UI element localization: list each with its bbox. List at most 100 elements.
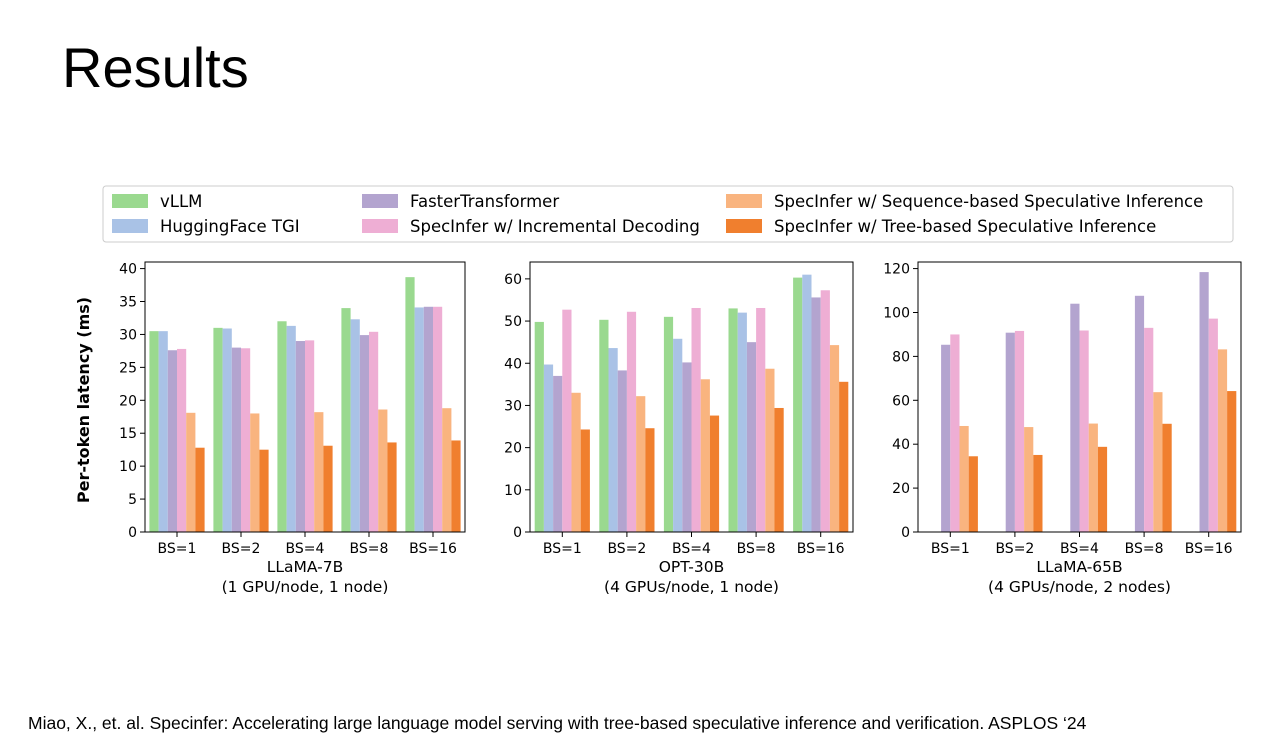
bar bbox=[277, 321, 287, 532]
x-tick-label: BS=16 bbox=[409, 541, 457, 557]
bar bbox=[1208, 318, 1218, 532]
bar bbox=[737, 312, 747, 533]
bar bbox=[149, 331, 159, 532]
x-tick-label: BS=4 bbox=[1060, 541, 1099, 557]
x-tick-label: BS=2 bbox=[222, 541, 261, 557]
bar bbox=[941, 344, 951, 532]
y-tick-label: 80 bbox=[892, 349, 910, 365]
legend-label: SpecInfer w/ Incremental Decoding bbox=[410, 217, 700, 236]
bar bbox=[305, 340, 315, 532]
chart-figure: vLLM HuggingFace TGI FasterTransformer Spec… bbox=[74, 185, 1242, 596]
bar bbox=[691, 307, 701, 532]
y-tick-label: 10 bbox=[119, 459, 137, 475]
panel-config-label: (4 GPUs/node, 1 node) bbox=[604, 578, 779, 596]
bar bbox=[442, 408, 452, 532]
legend-swatch bbox=[726, 194, 762, 208]
bar bbox=[1079, 330, 1089, 532]
bar bbox=[1005, 332, 1015, 532]
chart-panel: 0 20 40 60 80 100 120 BS=1 BS=2 BS=4 BS=8 BS=16 LLaM… bbox=[883, 261, 1242, 596]
bar bbox=[636, 396, 646, 532]
legend-label: FasterTransformer bbox=[410, 192, 559, 211]
bar bbox=[802, 274, 812, 532]
bar bbox=[1097, 446, 1108, 532]
y-tick-label: 20 bbox=[119, 393, 137, 409]
bar bbox=[1070, 303, 1080, 532]
chart-panel: 0 5 10 15 20 25 30 35 40 BS=1 BS=2 BS=4 BS=8 BS=16 LLa… bbox=[119, 261, 466, 596]
bar bbox=[543, 364, 554, 532]
legend-swatch bbox=[112, 194, 148, 208]
bar bbox=[1144, 327, 1154, 532]
slide-title: Results bbox=[62, 36, 249, 99]
y-tick-label: 100 bbox=[883, 305, 910, 321]
y-tick-label: 35 bbox=[119, 295, 137, 311]
bar bbox=[756, 307, 766, 532]
bar bbox=[241, 348, 251, 532]
x-tick-label: BS=1 bbox=[931, 541, 970, 557]
bar bbox=[839, 381, 849, 532]
bar bbox=[213, 327, 223, 532]
y-tick-label: 20 bbox=[892, 481, 910, 497]
x-tick-label: BS=16 bbox=[1185, 541, 1233, 557]
bar bbox=[534, 321, 544, 532]
x-tick-label: BS=1 bbox=[543, 541, 582, 557]
legend-swatch bbox=[726, 219, 762, 233]
bar bbox=[765, 368, 775, 532]
bar bbox=[959, 425, 969, 532]
bar bbox=[423, 306, 433, 532]
bar bbox=[195, 447, 205, 532]
legend-swatch bbox=[362, 219, 398, 233]
citation: Miao, X., et. al. Specinfer: Acceleratin… bbox=[28, 713, 1087, 733]
chart-panel: 0 10 20 30 40 50 60 BS=1 BS=2 BS=4 BS=8 BS=16 OPT-30… bbox=[504, 261, 854, 596]
x-tick-label: BS=2 bbox=[995, 541, 1034, 557]
y-tick-label: 5 bbox=[128, 492, 137, 508]
bar bbox=[774, 407, 784, 532]
bar bbox=[433, 306, 443, 532]
bar bbox=[673, 338, 683, 532]
bar bbox=[259, 449, 269, 532]
bar bbox=[968, 456, 978, 532]
bar bbox=[811, 297, 821, 532]
bar bbox=[793, 277, 803, 532]
bar bbox=[562, 309, 572, 532]
legend-swatch bbox=[362, 194, 398, 208]
bar bbox=[1024, 427, 1034, 532]
x-tick-label: BS=8 bbox=[1125, 541, 1164, 557]
bar bbox=[387, 442, 397, 532]
x-tick-label: BS=1 bbox=[158, 541, 197, 557]
bar bbox=[553, 375, 563, 532]
bar bbox=[950, 334, 960, 532]
bar bbox=[1088, 423, 1098, 532]
bar bbox=[451, 440, 461, 532]
y-tick-label: 60 bbox=[504, 272, 522, 288]
y-axis-label: Per-token latency (ms) bbox=[74, 297, 93, 503]
bar bbox=[709, 415, 720, 532]
bar bbox=[1134, 295, 1145, 532]
x-tick-label: BS=2 bbox=[607, 541, 646, 557]
x-tick-label: BS=16 bbox=[797, 541, 845, 557]
x-tick-label: BS=8 bbox=[737, 541, 776, 557]
x-tick-label: BS=4 bbox=[286, 541, 325, 557]
bar bbox=[1033, 454, 1043, 532]
bar bbox=[1217, 349, 1228, 532]
bar bbox=[829, 345, 840, 532]
bar bbox=[746, 342, 757, 532]
bar bbox=[414, 307, 424, 532]
chart-panels: 0 5 10 15 20 25 30 35 40 BS=1 BS=2 BS=4 BS=8 BS=16 LLa… bbox=[119, 261, 1242, 596]
bar bbox=[580, 429, 590, 532]
y-tick-label: 40 bbox=[119, 262, 137, 278]
panel-config-label: (1 GPU/node, 1 node) bbox=[222, 578, 389, 596]
bar bbox=[820, 290, 830, 532]
y-tick-label: 15 bbox=[119, 426, 137, 442]
x-tick-label: BS=8 bbox=[350, 541, 389, 557]
bar bbox=[608, 348, 618, 532]
bar bbox=[231, 347, 241, 532]
y-tick-label: 20 bbox=[504, 441, 522, 457]
x-tick-label: BS=4 bbox=[672, 541, 711, 557]
legend-label: vLLM bbox=[160, 192, 202, 211]
bar bbox=[663, 316, 674, 532]
y-tick-label: 25 bbox=[119, 360, 137, 376]
bar bbox=[405, 277, 415, 532]
bar bbox=[728, 308, 738, 532]
bar bbox=[369, 331, 379, 532]
bar bbox=[571, 392, 581, 532]
